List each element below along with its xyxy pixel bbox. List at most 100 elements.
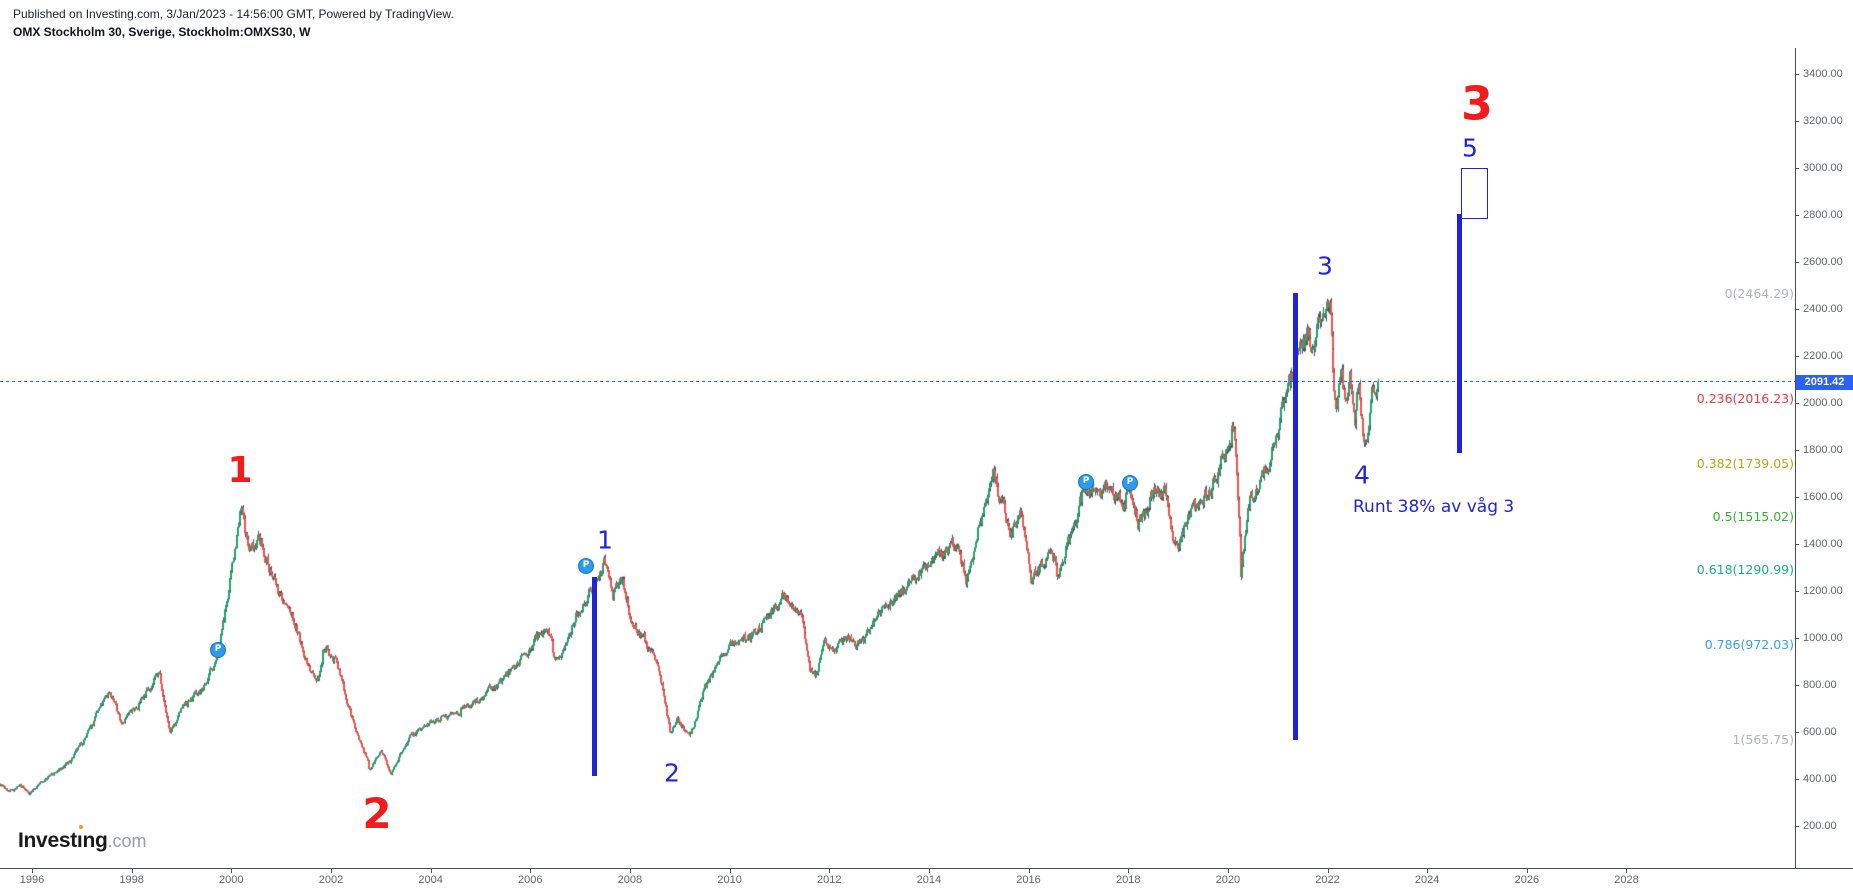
price-tick-label: 3200.00 xyxy=(1803,115,1843,127)
time-tick-label: 2012 xyxy=(816,874,842,886)
price-tick xyxy=(1795,262,1799,263)
price-tick-label: 1200.00 xyxy=(1803,585,1843,597)
time-axis-line[interactable] xyxy=(0,868,1853,869)
time-tick-label: 2028 xyxy=(1614,874,1639,886)
time-tick-label: 2018 xyxy=(1115,874,1141,886)
time-tick xyxy=(1526,868,1528,873)
symbol-title: OMX Stockholm 30, Sverige, Stockholm:OMX… xyxy=(13,25,311,39)
blue-wave-label: 1 xyxy=(597,525,613,555)
time-tick-label: 2022 xyxy=(1315,874,1340,886)
price-tick xyxy=(1795,215,1799,216)
red-wave-label: 2 xyxy=(362,788,392,838)
time-tick xyxy=(829,868,831,873)
price-tick-label: 400.00 xyxy=(1803,773,1837,785)
fib-level-label: 0.236(2016.23) xyxy=(1696,391,1794,407)
price-tick xyxy=(1795,403,1799,404)
time-tick xyxy=(32,868,33,873)
time-tick xyxy=(1427,868,1429,873)
time-tick xyxy=(729,868,731,873)
price-tick-label: 3000.00 xyxy=(1803,162,1843,174)
red-wave-label: 1 xyxy=(227,450,253,492)
red-wave-label: 3 xyxy=(1460,76,1494,131)
time-tick-label: 2000 xyxy=(219,874,244,886)
drawn-vertical-line[interactable] xyxy=(1457,214,1462,453)
blue-wave-label: 2 xyxy=(664,758,680,788)
price-tick-label: 1400.00 xyxy=(1803,538,1843,550)
time-tick xyxy=(928,868,930,873)
price-tick-label: 3400.00 xyxy=(1803,68,1843,80)
investing-logo: Investıng.com xyxy=(18,829,147,853)
pivot-p-marker[interactable]: P xyxy=(1122,475,1138,491)
price-tick xyxy=(1795,685,1799,686)
price-tick-label: 1600.00 xyxy=(1803,491,1843,503)
time-tick xyxy=(430,868,432,873)
drawn-vertical-line[interactable] xyxy=(592,577,597,776)
price-tick-label: 2400.00 xyxy=(1803,303,1843,315)
time-tick xyxy=(330,868,332,873)
time-tick-label: 2024 xyxy=(1414,874,1440,886)
pivot-p-marker[interactable]: P xyxy=(210,642,226,658)
price-tick-label: 2000.00 xyxy=(1803,397,1843,409)
price-tick xyxy=(1795,591,1799,592)
price-tick-label: 600.00 xyxy=(1803,726,1837,738)
blue-wave-label: 4 xyxy=(1354,460,1370,490)
blue-wave-label: 3 xyxy=(1317,251,1333,281)
fib-level-label: 0.382(1739.05) xyxy=(1696,456,1794,472)
current-price-badge: 2091.42 xyxy=(1796,374,1853,390)
time-tick-label: 1998 xyxy=(119,874,144,886)
price-tick-label: 2600.00 xyxy=(1803,256,1843,268)
time-tick-label: 1996 xyxy=(19,874,45,886)
time-tick-label: 2008 xyxy=(617,874,643,886)
published-line: Published on Investing.com, 3/Jan/2023 -… xyxy=(13,7,454,21)
price-tick xyxy=(1795,544,1799,545)
pivot-p-marker[interactable]: P xyxy=(1078,474,1094,490)
current-price-dotted-line xyxy=(0,381,1795,382)
price-tick-label: 1800.00 xyxy=(1803,444,1843,456)
price-tick xyxy=(1795,497,1799,498)
price-tick xyxy=(1795,732,1799,733)
price-tick xyxy=(1795,121,1799,122)
fib-level-label: 0.5(1515.02) xyxy=(1712,508,1794,524)
price-tick xyxy=(1795,74,1799,75)
pivot-p-marker[interactable]: P xyxy=(578,558,594,574)
wave5-projection-box[interactable] xyxy=(1461,168,1488,219)
price-tick xyxy=(1795,309,1799,310)
time-tick xyxy=(1227,868,1229,873)
price-tick-label: 200.00 xyxy=(1803,820,1837,832)
time-tick-label: 2020 xyxy=(1215,874,1241,886)
price-tick xyxy=(1795,450,1799,451)
fib-level-label: 1(565.75) xyxy=(1732,732,1794,748)
price-axis-line[interactable] xyxy=(1795,48,1796,868)
price-tick xyxy=(1795,826,1799,827)
blue-wave-label: 5 xyxy=(1462,133,1478,163)
time-tick-label: 2004 xyxy=(418,874,443,886)
investing-logo-text: Investıng xyxy=(18,829,108,852)
time-tick xyxy=(131,868,133,873)
price-tick-label: 2200.00 xyxy=(1803,350,1843,362)
price-tick-label: 2800.00 xyxy=(1803,209,1843,221)
logo-com-suffix: .com xyxy=(107,831,147,851)
drawn-vertical-line[interactable] xyxy=(1293,293,1298,740)
time-tick xyxy=(1626,868,1628,873)
fib-level-label: 0.786(972.03) xyxy=(1704,636,1794,652)
time-tick-label: 2026 xyxy=(1514,874,1540,886)
price-tick xyxy=(1795,168,1799,169)
analyst-note: Runt 38% av våg 3 xyxy=(1353,497,1515,517)
price-tick-label: 800.00 xyxy=(1803,679,1837,691)
logo-orange-dot-i: ı xyxy=(76,829,83,852)
time-tick xyxy=(231,868,233,873)
time-tick-label: 2010 xyxy=(717,874,742,886)
time-tick xyxy=(1128,868,1130,873)
time-tick-label: 2014 xyxy=(916,874,942,886)
price-tick xyxy=(1795,638,1799,639)
time-tick xyxy=(530,868,532,873)
time-tick-label: 2006 xyxy=(518,874,543,886)
price-tick xyxy=(1795,779,1799,780)
fib-level-label: 0(2464.29) xyxy=(1724,285,1794,301)
time-tick xyxy=(1327,868,1329,873)
fib-level-label: 0.618(1290.99) xyxy=(1696,561,1794,577)
time-tick xyxy=(1028,868,1030,873)
time-tick-label: 2002 xyxy=(318,874,344,886)
